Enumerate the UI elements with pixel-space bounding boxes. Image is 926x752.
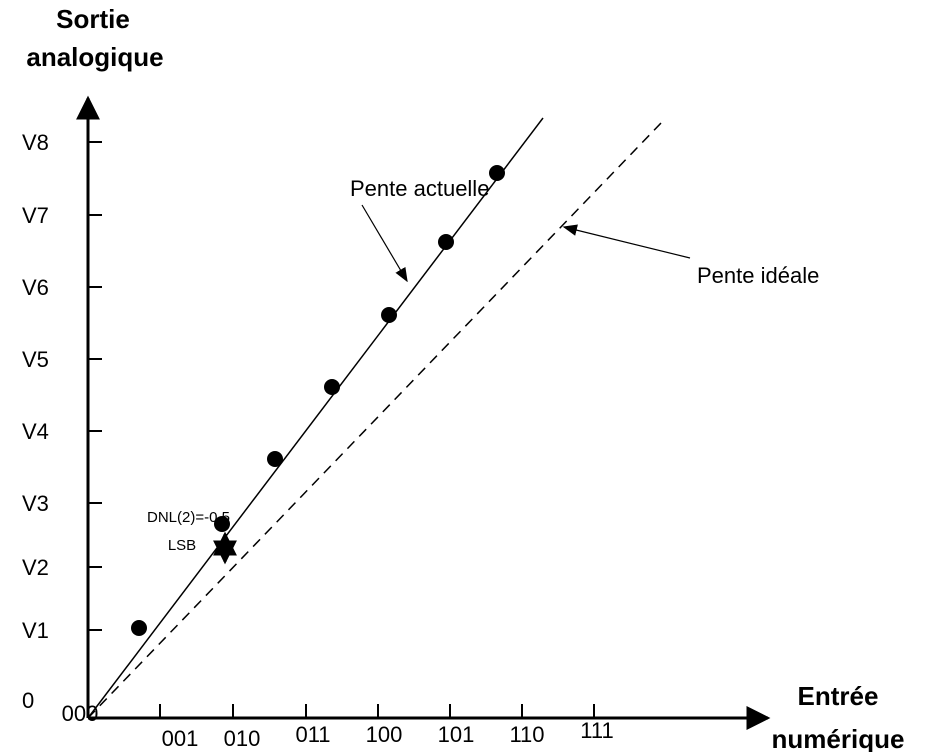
- annotation: Pente idéale: [697, 263, 819, 288]
- point: [131, 620, 147, 636]
- point: [489, 165, 505, 181]
- y-label: V8: [22, 130, 49, 155]
- annotation: LSB: [168, 537, 196, 554]
- x-label: 011: [295, 722, 330, 747]
- x-label: 010: [224, 726, 261, 751]
- point: [214, 516, 230, 532]
- y-title: Sortie: [56, 4, 130, 34]
- x-title: Entrée: [798, 681, 879, 711]
- x-label: 101: [438, 722, 475, 747]
- point: [381, 307, 397, 323]
- y-label: V1: [22, 618, 49, 643]
- point: [324, 379, 340, 395]
- point: [438, 234, 454, 250]
- point: [267, 451, 283, 467]
- arrow: [562, 224, 691, 259]
- y-label: V3: [22, 491, 49, 516]
- actual-slope: [87, 117, 544, 719]
- arrow: [361, 204, 408, 283]
- axes: [76, 95, 771, 730]
- y-label: V5: [22, 347, 49, 372]
- points: [131, 165, 505, 636]
- x-label: 001: [162, 726, 199, 751]
- x-title: numérique: [772, 724, 905, 752]
- y-label: V6: [22, 275, 49, 300]
- y-label: 0: [22, 688, 34, 713]
- y-label: V2: [22, 555, 49, 580]
- x-label: 100: [366, 722, 403, 747]
- annotation: Pente actuelle: [350, 176, 489, 201]
- y-label: V7: [22, 203, 49, 228]
- x-label: 000: [62, 701, 99, 726]
- ideal-slope: [87, 121, 663, 719]
- x-label: 110: [509, 722, 544, 747]
- x-label: 111: [580, 718, 613, 743]
- annotation: DNL(2)=-0.5: [147, 509, 230, 526]
- y-label: V4: [22, 419, 49, 444]
- y-title: analogique: [26, 42, 163, 72]
